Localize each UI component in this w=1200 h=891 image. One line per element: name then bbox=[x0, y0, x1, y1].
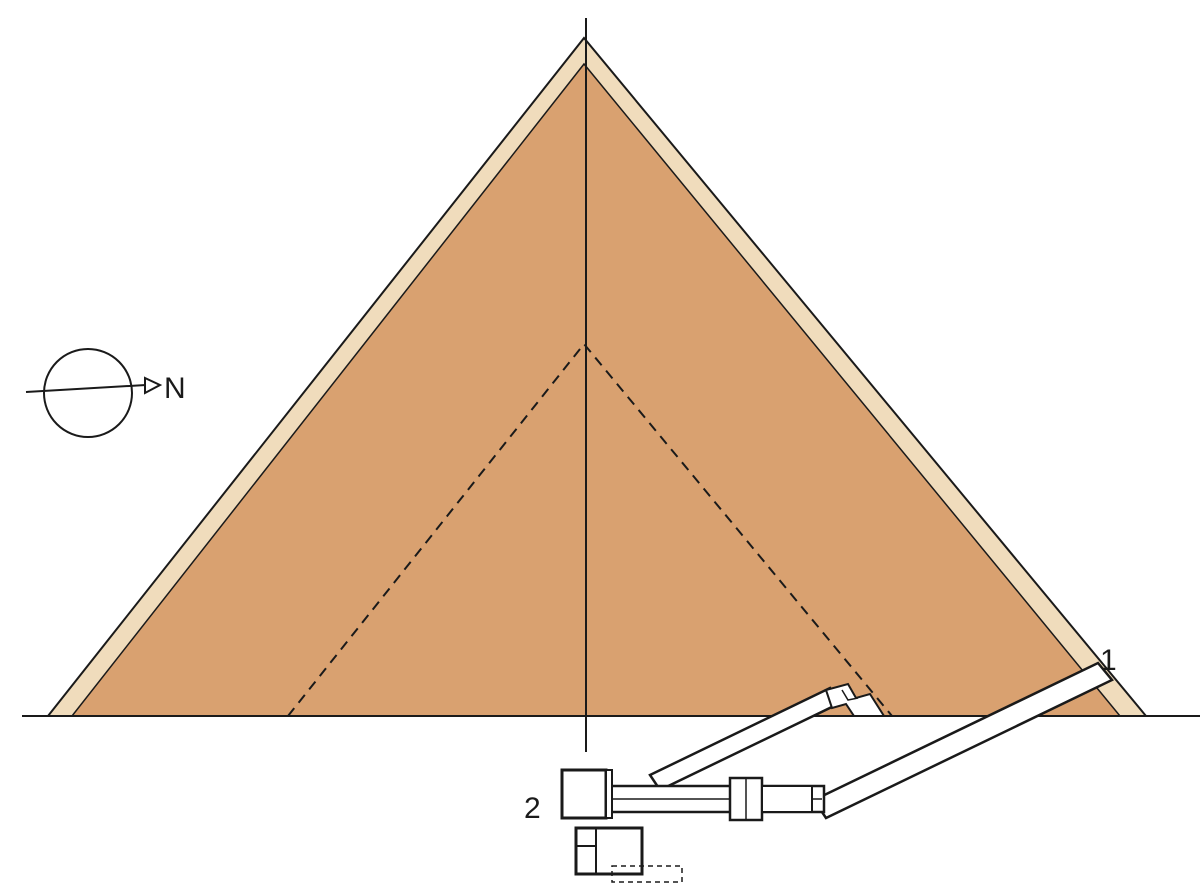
entrance-label-1: 1 bbox=[1100, 644, 1117, 677]
north-arrow-compass-icon bbox=[25, 348, 163, 438]
portcullis-slab bbox=[761, 785, 813, 813]
portcullis-blocks bbox=[824, 682, 886, 717]
burial-chamber bbox=[560, 768, 608, 820]
lower-chamber bbox=[574, 826, 644, 876]
inner-pyramid-dashed-outline bbox=[287, 342, 893, 717]
north-label: N bbox=[164, 372, 186, 405]
portcullis-notch bbox=[841, 689, 859, 701]
unfinished-chamber-dashed bbox=[611, 865, 683, 883]
descending-corridor-1 bbox=[812, 661, 1114, 820]
pyramid-core bbox=[70, 62, 1122, 717]
burial-chamber-annex bbox=[605, 769, 613, 819]
chamber-label-2: 2 bbox=[524, 792, 541, 825]
